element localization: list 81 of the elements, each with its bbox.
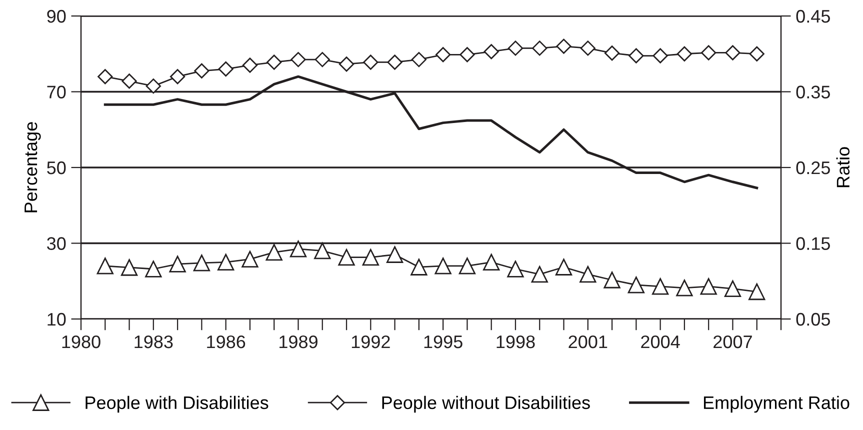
point xyxy=(483,254,500,271)
x-tick-label: 1983 xyxy=(134,335,173,348)
point xyxy=(531,266,548,283)
point xyxy=(628,48,644,64)
point xyxy=(122,74,137,89)
x-tick-label: 1992 xyxy=(352,335,390,348)
point xyxy=(290,240,307,258)
point xyxy=(314,52,330,68)
y2-tick-label: 0.05 xyxy=(796,312,830,326)
point xyxy=(749,46,764,62)
point xyxy=(98,69,113,84)
y-tick-label: 30 xyxy=(47,237,66,250)
y2-axis-title: Ratio xyxy=(836,147,850,188)
point xyxy=(436,47,451,62)
y-axis-title: Percentage xyxy=(24,122,41,212)
point xyxy=(314,242,331,260)
legend-label: Employment Ratio xyxy=(704,396,850,413)
point xyxy=(604,272,620,288)
point xyxy=(556,38,572,54)
point xyxy=(411,52,426,68)
y2-tick-label: 0.25 xyxy=(796,161,830,174)
point xyxy=(701,45,716,60)
x-tick-label: 1998 xyxy=(496,335,535,348)
point xyxy=(748,283,766,300)
point xyxy=(96,258,114,274)
y-tick-label: 90 xyxy=(47,10,66,23)
y-tick-label: 50 xyxy=(47,161,66,174)
point xyxy=(217,254,234,271)
point xyxy=(266,244,282,261)
point xyxy=(725,45,740,60)
x-tick-label: 1980 xyxy=(62,335,100,348)
point xyxy=(460,47,475,62)
point xyxy=(242,250,258,268)
y2-tick-label: 0.15 xyxy=(796,237,830,250)
point xyxy=(120,259,138,276)
point xyxy=(458,258,476,274)
y-tick-label: 70 xyxy=(47,86,66,98)
y2-tick-label: 0.45 xyxy=(796,10,830,23)
point xyxy=(290,52,306,68)
point xyxy=(363,54,378,70)
x-tick-label: 1989 xyxy=(280,335,318,348)
point xyxy=(507,260,524,278)
point xyxy=(145,260,162,278)
point xyxy=(652,48,668,64)
point xyxy=(628,276,645,294)
x-tick-label: 2004 xyxy=(641,335,680,348)
point xyxy=(580,266,596,283)
y2-tick-label: 0.35 xyxy=(796,86,830,98)
point xyxy=(170,69,186,84)
point xyxy=(242,58,258,73)
point xyxy=(410,258,428,276)
point xyxy=(676,280,693,296)
x-tick-label: 1986 xyxy=(207,335,246,348)
point xyxy=(193,254,210,272)
point xyxy=(484,44,499,60)
point xyxy=(580,40,596,56)
point xyxy=(434,258,452,274)
legend-label: People with Disabilities xyxy=(86,396,268,413)
point xyxy=(362,248,379,266)
point xyxy=(676,46,692,62)
x-tick-label: 1995 xyxy=(424,335,462,348)
point xyxy=(508,40,524,56)
x-tick-label: 2007 xyxy=(714,335,752,348)
point xyxy=(218,61,234,77)
point xyxy=(555,258,572,276)
point xyxy=(146,78,161,94)
point xyxy=(169,256,186,272)
point xyxy=(386,246,404,263)
legend-label: People without Disabilities xyxy=(382,396,590,413)
y-tick-label: 10 xyxy=(48,312,66,326)
point xyxy=(604,46,620,61)
point xyxy=(194,63,210,78)
point xyxy=(652,278,669,295)
point xyxy=(338,248,355,266)
point xyxy=(532,40,548,56)
point xyxy=(724,280,742,298)
point xyxy=(266,54,282,70)
x-tick-label: 2001 xyxy=(568,335,608,348)
point xyxy=(387,54,402,70)
point xyxy=(700,278,717,295)
point xyxy=(338,56,354,72)
